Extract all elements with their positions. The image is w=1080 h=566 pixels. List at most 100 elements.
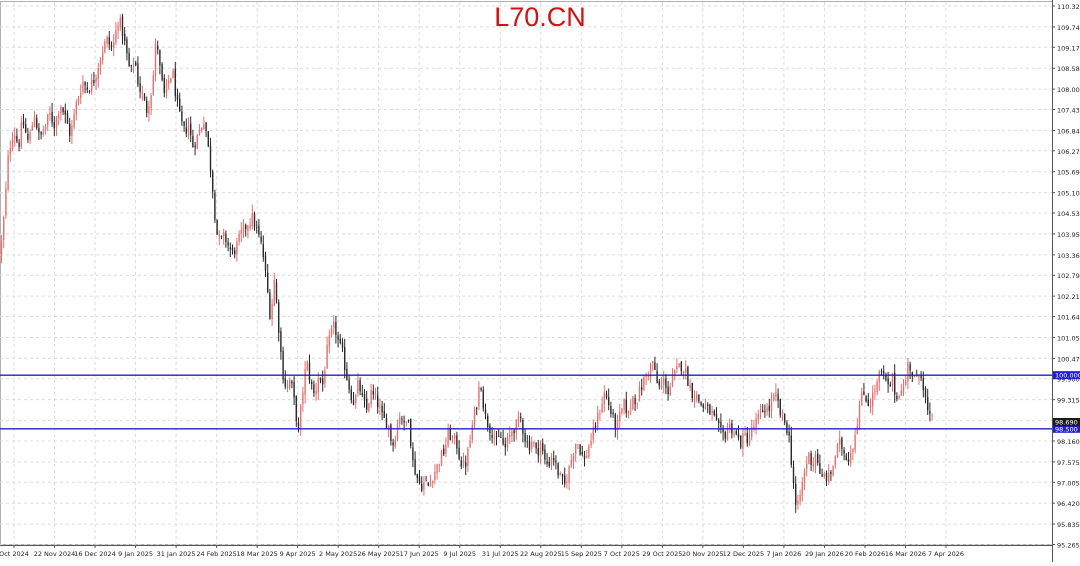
candle-body xyxy=(86,87,88,90)
level-label-box xyxy=(1053,424,1080,433)
candle-body xyxy=(709,404,711,415)
candle-body xyxy=(667,386,669,395)
y-tick-label: 104.535 xyxy=(1057,210,1080,218)
candle-body xyxy=(286,385,289,388)
candle-body xyxy=(663,378,665,385)
candle-body xyxy=(845,455,847,460)
candle-body xyxy=(31,125,33,131)
candle-body xyxy=(51,111,53,123)
candle-body xyxy=(740,435,742,448)
candle-body xyxy=(40,131,42,135)
candle-body xyxy=(5,188,7,216)
candle-body xyxy=(509,434,511,437)
candle-body xyxy=(284,378,286,387)
candle-body xyxy=(418,476,421,484)
candle-body xyxy=(533,442,535,445)
candle-body xyxy=(447,428,449,446)
candle-body xyxy=(922,378,924,390)
candle-body xyxy=(619,412,621,421)
y-tick-label: 108.000 xyxy=(1057,86,1080,94)
x-tick-label: 29 Oct 2025 xyxy=(642,550,682,558)
candle-body xyxy=(854,435,856,451)
candle-body xyxy=(726,428,729,440)
candle-body xyxy=(634,398,636,405)
candle-body xyxy=(625,399,627,414)
candle-body xyxy=(44,125,47,130)
candle-body xyxy=(473,409,476,427)
candle-body xyxy=(168,81,170,84)
candle-body xyxy=(902,386,905,393)
candle-body xyxy=(348,379,350,390)
candle-body xyxy=(753,426,755,430)
candle-body xyxy=(161,64,163,80)
candle-body xyxy=(748,437,751,445)
candle-body xyxy=(513,430,515,434)
candle-body xyxy=(517,416,520,422)
candle-body xyxy=(82,82,84,92)
candle-body xyxy=(863,391,865,395)
candle-body xyxy=(308,362,311,381)
candle-body xyxy=(264,255,267,271)
candle-body xyxy=(260,236,262,243)
candle-body xyxy=(27,134,29,140)
candle-body xyxy=(363,394,366,401)
candle-body xyxy=(850,453,852,464)
candle-body xyxy=(469,440,471,448)
candle-body xyxy=(858,405,861,427)
y-tick-label: 97.005 xyxy=(1057,479,1080,487)
candle-body xyxy=(792,466,795,483)
candle-body xyxy=(183,121,185,126)
candle-body xyxy=(542,443,544,451)
candle-body xyxy=(715,413,718,420)
candle-body xyxy=(108,37,110,45)
y-tick-label: 101.640 xyxy=(1057,314,1080,322)
candle-body xyxy=(324,370,326,384)
candle-body xyxy=(797,500,799,504)
candle-body xyxy=(77,98,80,103)
candle-body xyxy=(121,16,124,37)
candle-body xyxy=(812,463,814,467)
candle-body xyxy=(511,431,513,437)
candle-body xyxy=(581,452,583,454)
candle-body xyxy=(645,375,647,377)
candle-body xyxy=(143,94,146,101)
candle-body xyxy=(359,380,361,392)
candle-body xyxy=(38,127,40,133)
candle-body xyxy=(337,335,339,340)
candle-body xyxy=(176,94,179,100)
candle-body xyxy=(372,391,374,395)
candle-body xyxy=(412,447,414,461)
candle-body xyxy=(249,224,251,229)
candle-body xyxy=(685,368,687,373)
y-tick-label: 106.275 xyxy=(1057,148,1080,156)
candle-body xyxy=(636,402,638,404)
candle-body xyxy=(443,448,445,455)
candle-body xyxy=(467,448,469,466)
candle-body xyxy=(0,240,3,255)
candle-body xyxy=(880,371,883,373)
candle-body xyxy=(814,454,817,465)
candle-body xyxy=(755,418,757,429)
candle-body xyxy=(531,442,533,449)
candle-body xyxy=(357,380,359,394)
y-tick-label: 110.325 xyxy=(1057,3,1080,11)
y-tick-label: 98.160 xyxy=(1057,438,1080,446)
candle-body xyxy=(434,471,436,481)
candle-body xyxy=(55,116,58,128)
candle-body xyxy=(66,113,69,124)
candle-body xyxy=(660,385,663,388)
candle-body xyxy=(231,247,234,251)
candle-body xyxy=(491,434,493,438)
candle-body xyxy=(238,233,240,242)
candle-body xyxy=(768,405,770,411)
candle-body xyxy=(410,418,412,446)
candle-body xyxy=(401,418,403,420)
candle-body xyxy=(784,413,786,423)
level-label-box xyxy=(1053,371,1080,380)
candle-body xyxy=(396,424,399,440)
candle-body xyxy=(704,406,707,410)
y-tick-label: 109.740 xyxy=(1057,24,1080,32)
candle-body xyxy=(735,431,737,435)
candle-body xyxy=(330,328,333,335)
candle-body xyxy=(370,390,372,405)
